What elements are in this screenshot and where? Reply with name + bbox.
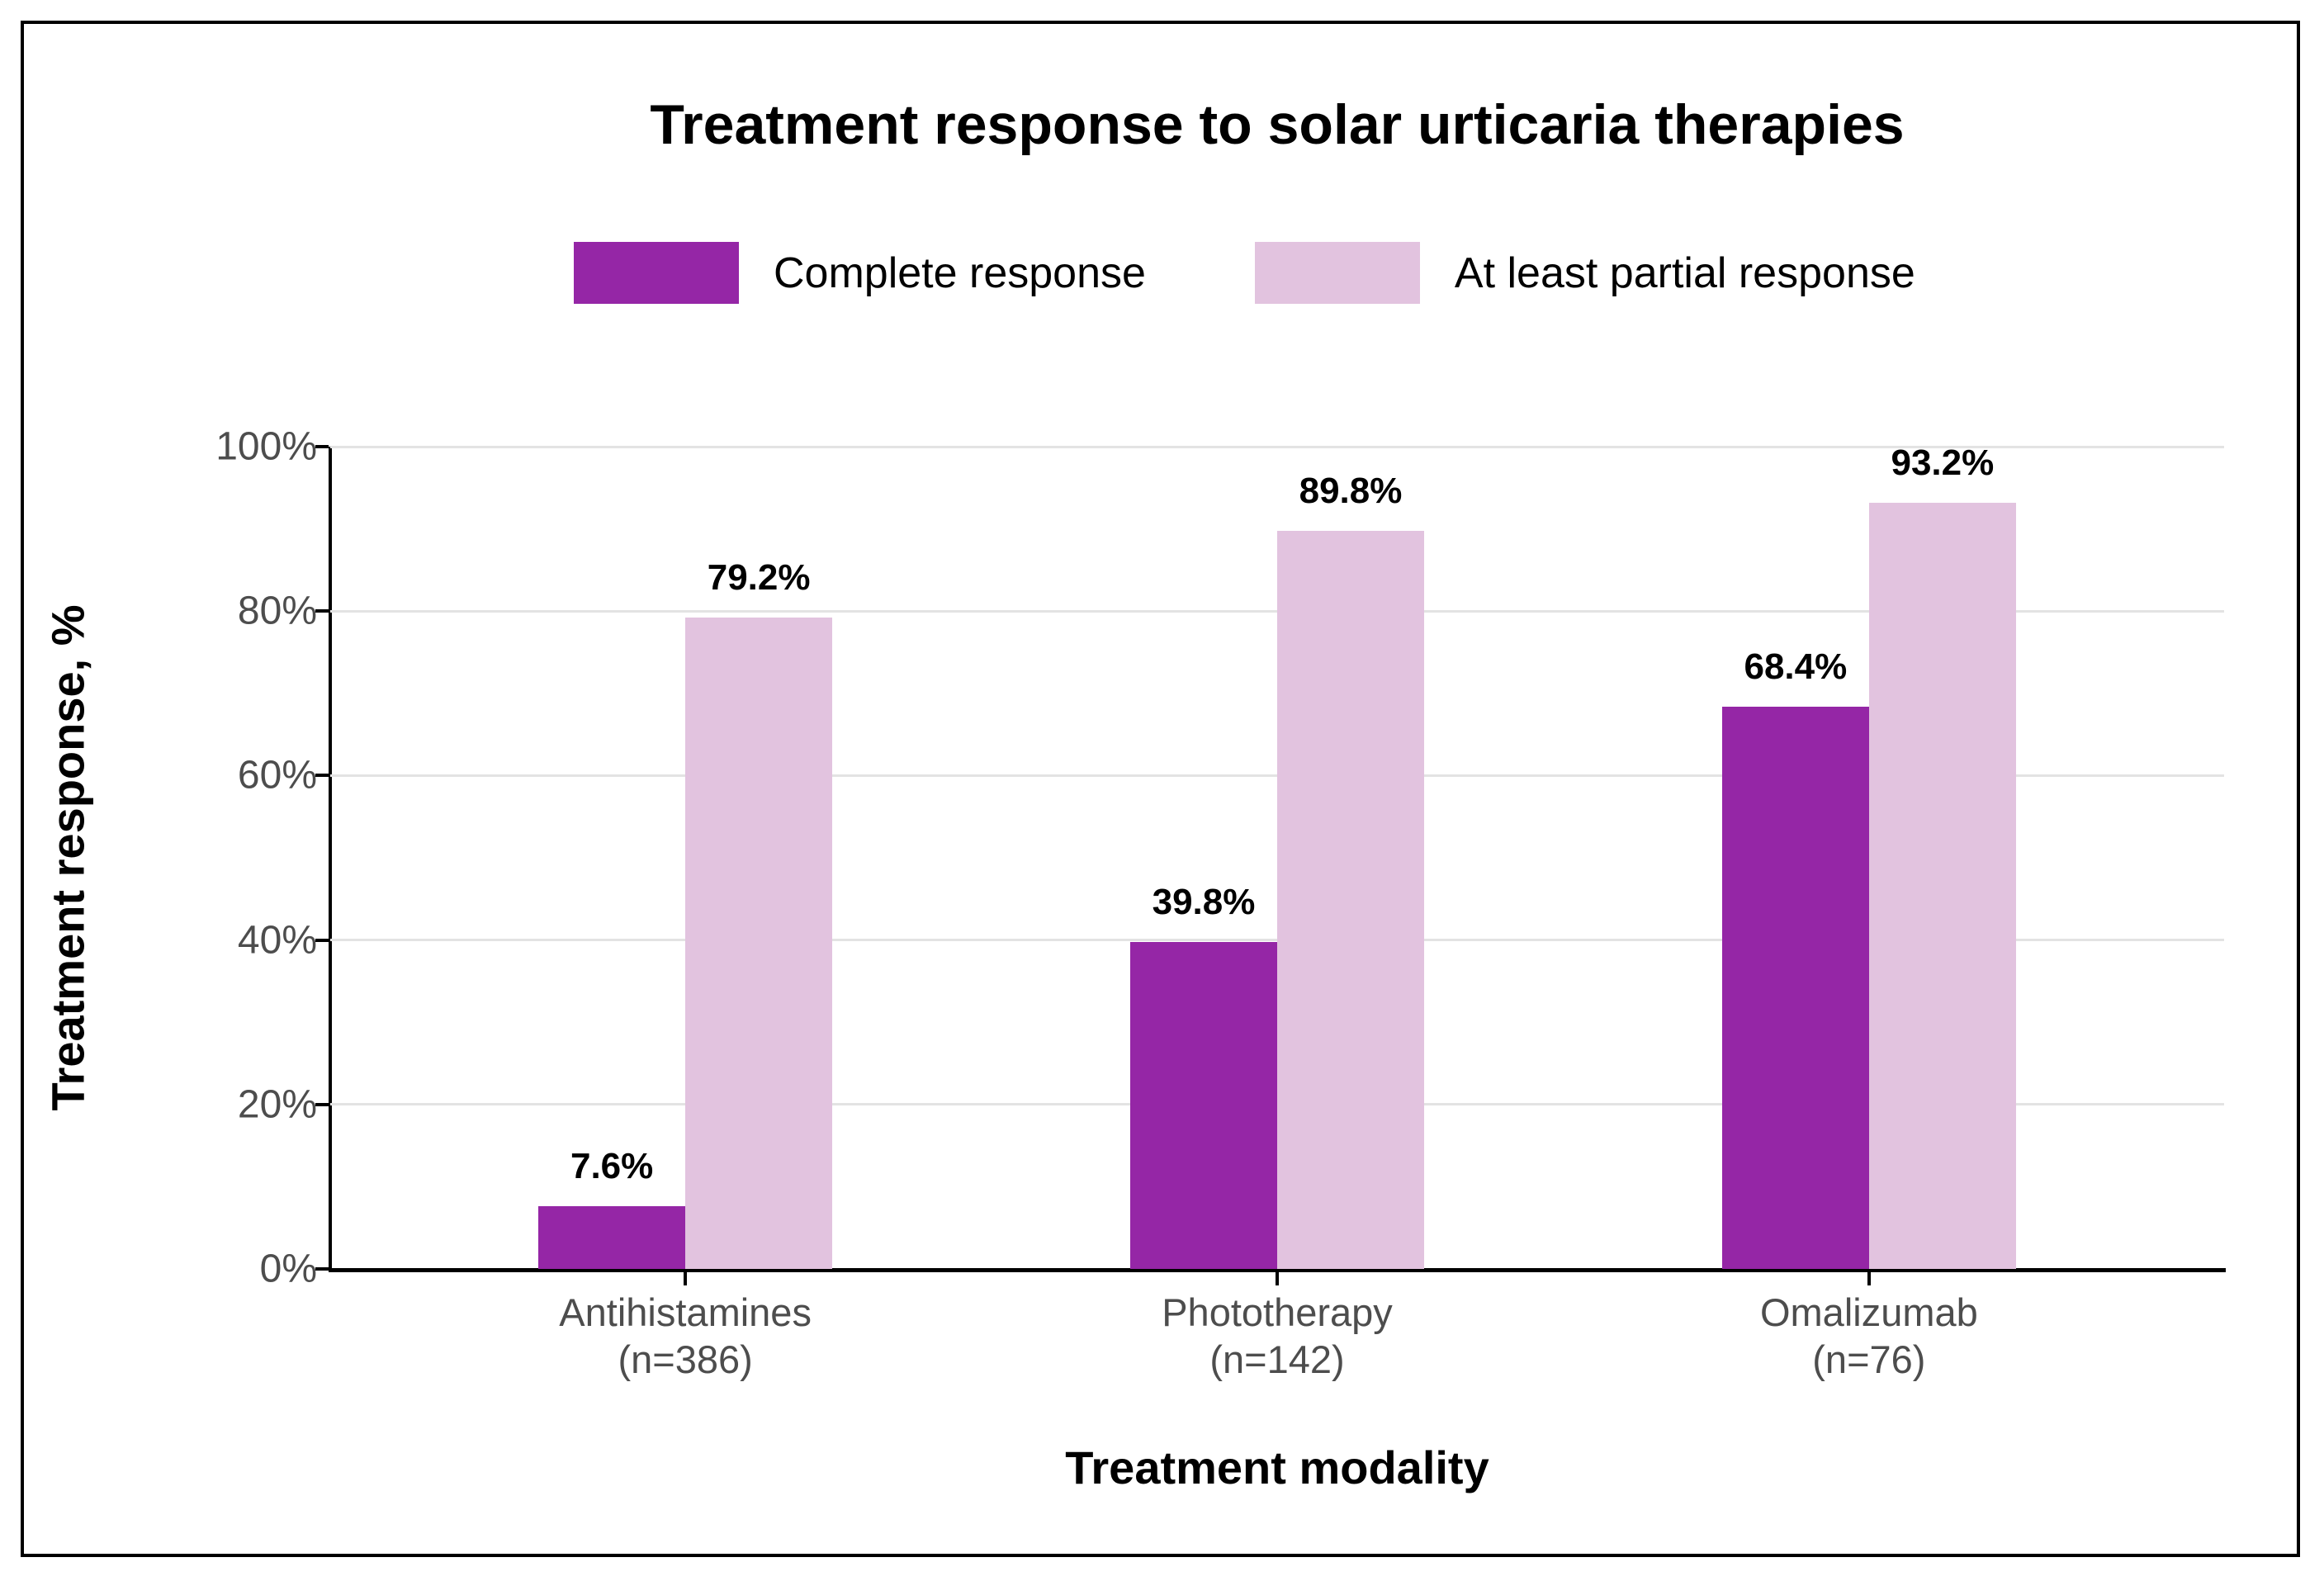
x-axis-tick-antihistamines bbox=[684, 1272, 688, 1285]
bar-antihistamines-partial bbox=[685, 618, 833, 1269]
legend-item-partial-response: At least partial response bbox=[1254, 242, 1915, 304]
plot-panel: 0% 20% 40% 60% 80% 100% 7.6% 79.2% Antihistamine… bbox=[215, 425, 2226, 1381]
legend-swatch-complete-response bbox=[574, 242, 739, 304]
y-axis-tick-60 bbox=[315, 774, 329, 778]
x-axis-line bbox=[329, 1268, 2226, 1272]
y-axis-tick-80 bbox=[315, 609, 329, 613]
y-axis-title: Treatment response, % bbox=[41, 604, 94, 1111]
x-axis-tick-omalizumab bbox=[1867, 1272, 1871, 1285]
y-axis-tick-100 bbox=[315, 445, 329, 448]
y-tick-label-20: 20% bbox=[237, 1082, 317, 1127]
y-tick-label-80: 80% bbox=[237, 589, 317, 633]
x-axis-title: Treatment modality bbox=[1065, 1441, 1489, 1493]
chart-title: Treatment response to solar urticaria th… bbox=[650, 93, 1905, 156]
y-axis-line bbox=[329, 447, 332, 1271]
y-axis-tick-40 bbox=[315, 938, 329, 942]
y-axis-tick-20 bbox=[315, 1102, 329, 1106]
legend: Complete response At least partial respo… bbox=[574, 242, 1915, 304]
y-tick-label-0: 0% bbox=[259, 1247, 317, 1291]
bar-value-label: 68.4% bbox=[1744, 646, 1848, 687]
x-category-label-antihistamines: Antihistamines (n=386) bbox=[559, 1290, 812, 1381]
gridline-100 bbox=[330, 445, 2224, 448]
bar-phototherapy-partial bbox=[1277, 530, 1424, 1269]
bar-value-label: 39.8% bbox=[1152, 881, 1256, 922]
bar-value-label: 7.6% bbox=[570, 1146, 654, 1187]
legend-label: At least partial response bbox=[1454, 249, 1915, 297]
bar-value-label: 89.8% bbox=[1299, 470, 1403, 511]
y-tick-label-60: 60% bbox=[237, 753, 317, 798]
x-axis-tick-phototherapy bbox=[1276, 1272, 1279, 1285]
legend-swatch-partial-response bbox=[1254, 242, 1420, 304]
y-axis-tick-0 bbox=[315, 1267, 329, 1271]
y-tick-label-40: 40% bbox=[237, 918, 317, 963]
bar-omalizumab-complete bbox=[1721, 706, 1869, 1269]
legend-item-complete-response: Complete response bbox=[574, 242, 1146, 304]
x-category-label-phototherapy: Phototherapy (n=142) bbox=[1162, 1290, 1393, 1381]
x-category-label-omalizumab: Omalizumab (n=76) bbox=[1759, 1290, 1978, 1381]
bar-omalizumab-partial bbox=[1868, 502, 2016, 1269]
bar-antihistamines-complete bbox=[538, 1206, 686, 1269]
y-tick-label-100: 100% bbox=[215, 424, 317, 469]
bar-phototherapy-complete bbox=[1130, 941, 1277, 1269]
bar-value-label: 79.2% bbox=[707, 557, 811, 599]
legend-label: Complete response bbox=[774, 249, 1146, 297]
outer-border bbox=[21, 21, 2300, 1557]
bar-value-label: 93.2% bbox=[1891, 442, 1995, 483]
